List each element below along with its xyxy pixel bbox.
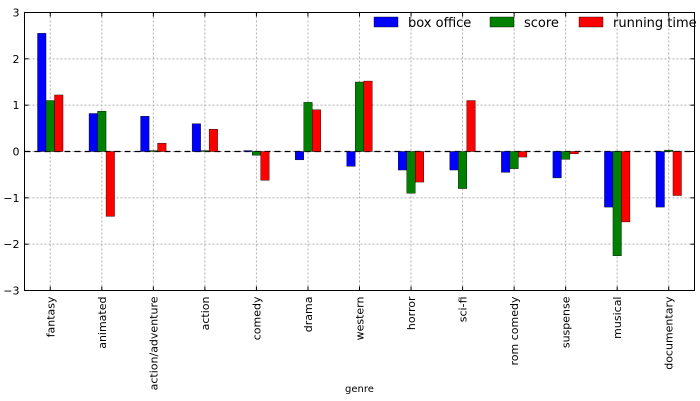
bar-running-time: [415, 151, 424, 183]
y-tick-label: 2: [13, 53, 20, 66]
bar-running-time: [466, 100, 476, 152]
legend-swatch: [489, 16, 515, 28]
x-tick-label: documentary: [663, 296, 676, 370]
bar-score: [200, 150, 210, 152]
x-tick-label: horror: [405, 296, 418, 330]
x-tick-label: rom comedy: [508, 296, 521, 365]
bar-score: [355, 81, 364, 152]
legend-swatch: [373, 16, 399, 28]
bar-running-time: [105, 151, 115, 217]
bar-score: [406, 151, 416, 194]
legend: box office score running time: [373, 16, 697, 31]
y-tick-label: −3: [3, 285, 19, 298]
bar-box-office: [88, 113, 98, 152]
bar-box-office: [398, 151, 407, 171]
x-tick-label: animated: [96, 297, 109, 349]
bar-box-office: [37, 33, 47, 152]
x-tick-label: musical: [611, 297, 624, 339]
x-tick-label: action: [199, 296, 212, 330]
bar-score: [561, 151, 571, 160]
bar-running-time: [54, 94, 64, 152]
bar-running-time: [312, 109, 321, 152]
y-tick-label: 1: [13, 99, 20, 112]
y-tick-label: 3: [13, 7, 20, 20]
bar-box-office: [140, 116, 150, 152]
bar-score: [612, 151, 622, 256]
bar-score: [509, 151, 519, 169]
bar-running-time: [157, 142, 167, 152]
bar-box-office: [655, 151, 665, 208]
x-axis-title: genre: [345, 384, 374, 395]
bar-running-time: [260, 151, 270, 181]
bar-box-office: [295, 151, 304, 161]
bar-box-office: [191, 123, 201, 152]
x-tick-label: drama: [302, 297, 315, 333]
bar-box-office: [346, 151, 356, 167]
bar-box-office: [243, 150, 253, 152]
legend-label: running time: [613, 16, 697, 31]
bar-box-office: [501, 151, 511, 173]
x-tick-label: western: [354, 296, 367, 340]
y-tick-label: 0: [13, 146, 20, 159]
legend-swatch: [578, 16, 604, 28]
x-axis: fantasy animated action/adventure action com…: [44, 12, 676, 390]
bar-box-office: [552, 151, 562, 179]
bar-running-time: [569, 151, 579, 155]
bar-running-time: [621, 151, 631, 223]
bar-score: [664, 149, 674, 152]
bar-score: [97, 110, 107, 152]
bar-score: [45, 100, 55, 152]
y-tick-label: −2: [3, 238, 19, 251]
bar-box-office: [604, 151, 614, 208]
bar-box-office: [449, 151, 459, 171]
bar-score: [458, 151, 468, 189]
bars: [37, 33, 682, 256]
bar-score: [251, 151, 261, 156]
legend-label: box office: [408, 16, 471, 31]
x-tick-label: suspense: [560, 296, 573, 348]
y-axis: −3 −2 −1 0 1 2 3: [3, 7, 695, 298]
bar-running-time: [208, 129, 218, 152]
x-tick-label: fantasy: [44, 296, 57, 337]
x-tick-label: sci-fi: [457, 297, 470, 323]
bar-running-time: [672, 151, 682, 196]
x-tick-label: action/adventure: [147, 296, 160, 390]
bar-running-time: [518, 151, 528, 158]
bar-score: [148, 150, 158, 152]
bar-running-time: [363, 80, 373, 152]
legend-label: score: [524, 16, 559, 31]
y-tick-label: −1: [3, 192, 19, 205]
bar-score: [303, 102, 313, 152]
x-tick-label: comedy: [250, 296, 263, 340]
